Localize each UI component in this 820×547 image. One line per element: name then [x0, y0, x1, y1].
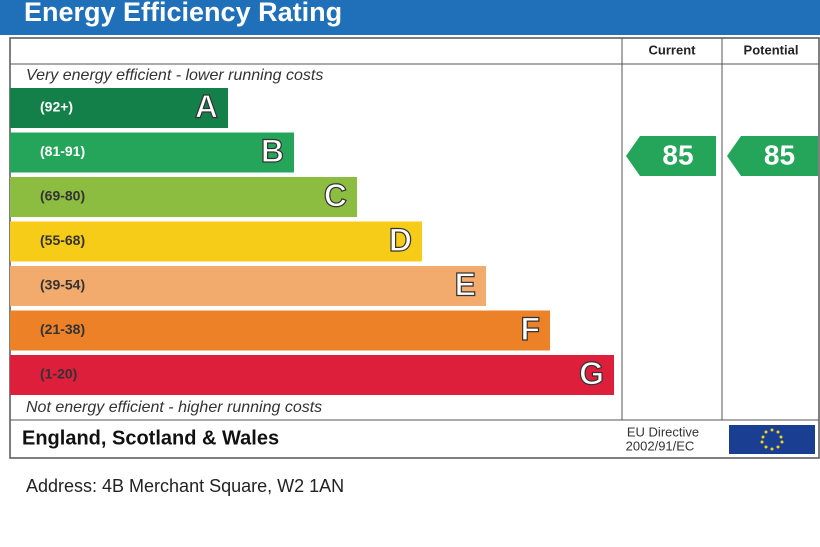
- band-range: (21-38): [40, 321, 85, 337]
- band-bar: [10, 88, 228, 128]
- band-bar: [10, 355, 614, 395]
- title: Energy Efficiency Rating: [24, 0, 342, 27]
- band-bar: [10, 310, 550, 351]
- rating-arrow: [727, 136, 818, 176]
- band-letter: A: [195, 88, 218, 124]
- bottom-note: Not energy efficient - higher running co…: [26, 399, 322, 416]
- title-bar: [0, 0, 820, 35]
- rating-arrow: [626, 136, 716, 176]
- band-letter: F: [520, 311, 540, 347]
- region: England, Scotland & Wales: [22, 427, 279, 449]
- directive: EU Directive: [627, 424, 699, 439]
- eu-flag: [729, 425, 815, 454]
- band-bar: [10, 221, 422, 262]
- band-bar: [10, 132, 294, 173]
- directive: 2002/91/EC: [626, 438, 695, 453]
- column-header: Potential: [744, 42, 799, 57]
- band-range: (69-80): [40, 188, 85, 204]
- band-bar: [10, 177, 357, 217]
- address: Address: 4B Merchant Square, W2 1AN: [26, 476, 344, 496]
- top-note: Very energy efficient - lower running co…: [26, 67, 323, 84]
- column-header: Current: [649, 42, 697, 57]
- band-letter: E: [455, 266, 476, 302]
- rating-value: 85: [662, 139, 693, 170]
- band-letter: C: [324, 177, 347, 213]
- band-range: (1-20): [40, 366, 77, 382]
- rating-value: 85: [764, 139, 795, 170]
- band-letter: G: [579, 355, 604, 391]
- band-range: (81-91): [40, 143, 85, 159]
- band-range: (55-68): [40, 232, 85, 248]
- band-bar: [10, 266, 486, 306]
- band-letter: D: [389, 222, 412, 258]
- band-letter: B: [261, 133, 284, 169]
- band-range: (39-54): [40, 277, 85, 293]
- band-range: (92+): [40, 99, 73, 115]
